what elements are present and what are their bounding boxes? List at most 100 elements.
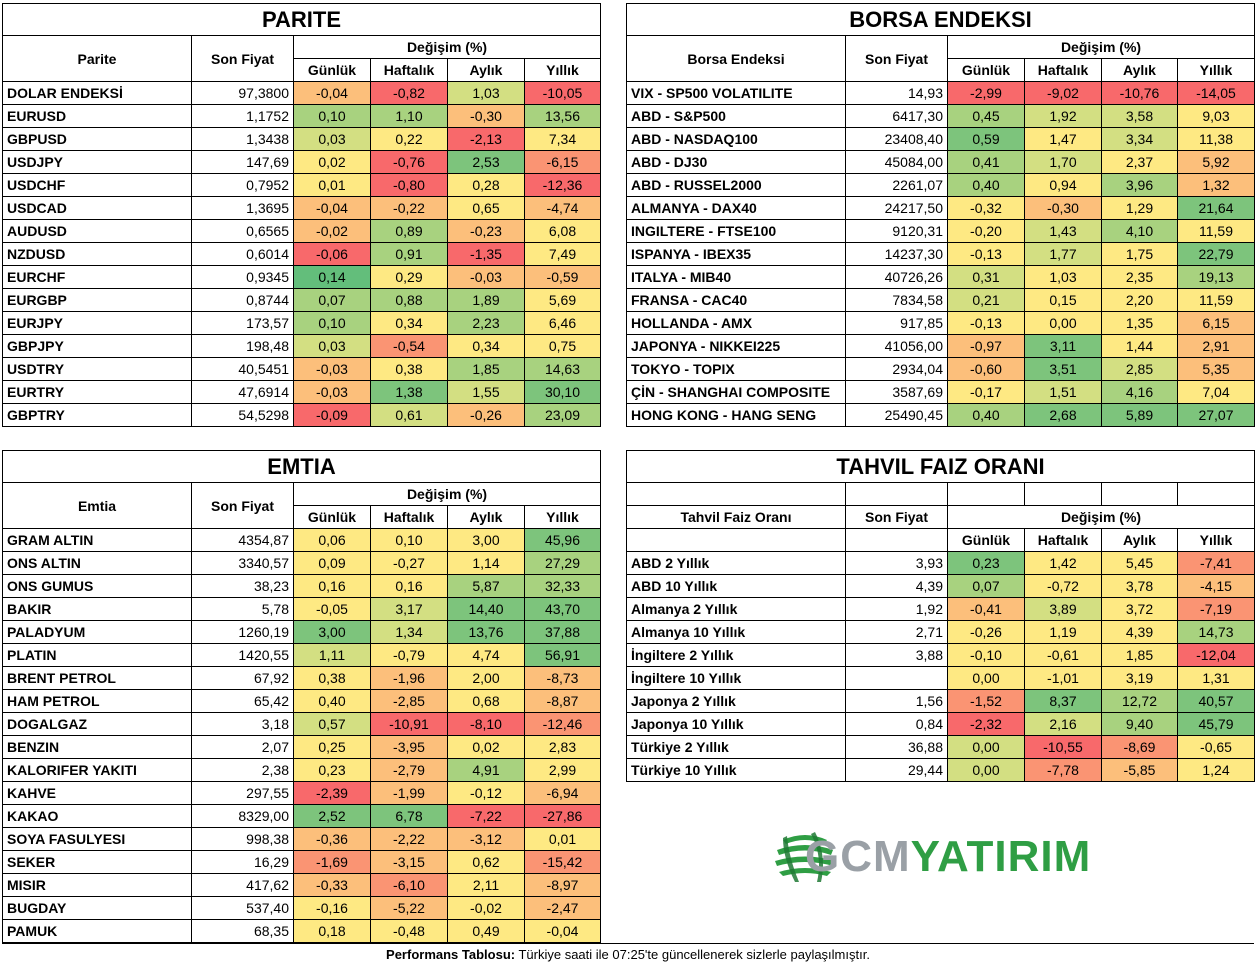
table-row: JAPONYA - NIKKEI225 41056,00 -0,97 3,11 1,44… <box>626 334 1255 358</box>
haftalik-header: Haftalık <box>1024 528 1102 552</box>
daily-change: 0,25 <box>293 735 371 759</box>
yillik-header: Yıllık <box>1177 528 1255 552</box>
weekly-change: -0,30 <box>1024 196 1102 220</box>
last-price: 537,40 <box>191 896 294 920</box>
last-price: 9120,31 <box>845 219 948 243</box>
monthly-change: -0,26 <box>447 403 525 427</box>
daily-change: 0,23 <box>947 551 1025 575</box>
last-price: 1260,19 <box>191 620 294 644</box>
daily-change: -0,20 <box>947 219 1025 243</box>
yearly-change: 45,96 <box>524 528 601 552</box>
instrument-name: GBPJPY <box>2 334 192 358</box>
last-price: 54,5298 <box>191 403 294 427</box>
yearly-change: -15,42 <box>524 850 601 874</box>
yearly-change: -4,74 <box>524 196 601 220</box>
last-price: 2,38 <box>191 758 294 782</box>
last-price: 4,39 <box>845 574 948 598</box>
monthly-change: 3,34 <box>1101 127 1178 151</box>
yearly-change: 21,64 <box>1177 196 1255 220</box>
instrument-name: SOYA FASULYESI <box>2 827 192 851</box>
table-row: ABD - NASDAQ100 23408,40 0,59 1,47 3,34 11,38 <box>626 127 1255 151</box>
monthly-change: 2,35 <box>1101 265 1178 289</box>
instrument-name: INGILTERE - FTSE100 <box>626 219 846 243</box>
last-price: 45084,00 <box>845 150 948 174</box>
weekly-change: -1,01 <box>1024 666 1102 690</box>
instrument-name: USDTRY <box>2 357 192 381</box>
table-row: ONS GUMUS 38,23 0,16 0,16 5,87 32,33 <box>2 574 601 598</box>
last-price: 23408,40 <box>845 127 948 151</box>
daily-change: 0,03 <box>293 127 371 151</box>
weekly-change: -3,15 <box>370 850 448 874</box>
table-row: TOKYO - TOPIX 2934,04 -0,60 3,51 2,85 5,35 <box>626 357 1255 381</box>
last-price: 38,23 <box>191 574 294 598</box>
weekly-change: -5,22 <box>370 896 448 920</box>
table-row: BUGDAY 537,40 -0,16 -5,22 -0,02 -2,47 <box>2 896 601 920</box>
instrument-name: BRENT PETROL <box>2 666 192 690</box>
weekly-change: 1,43 <box>1024 219 1102 243</box>
weekly-change: 0,88 <box>370 288 448 312</box>
yearly-change: -2,47 <box>524 896 601 920</box>
instrument-name: VIX - SP500 VOLATILITE <box>626 81 846 105</box>
instrument-name: EURCHF <box>2 265 192 289</box>
monthly-change: 2,20 <box>1101 288 1178 312</box>
yearly-change: 40,57 <box>1177 689 1255 713</box>
monthly-change: 4,16 <box>1101 380 1178 404</box>
son-fiyat-header: Son Fiyat <box>191 35 294 82</box>
last-price: 2,07 <box>191 735 294 759</box>
weekly-change: -1,99 <box>370 781 448 805</box>
last-price: 1420,55 <box>191 643 294 667</box>
table-row: ONS ALTIN 3340,57 0,09 -0,27 1,14 27,29 <box>2 551 601 575</box>
table-row: ALMANYA - DAX40 24217,50 -0,32 -0,30 1,29 21,… <box>626 196 1255 220</box>
weekly-change: -0,76 <box>370 150 448 174</box>
last-price: 198,48 <box>191 334 294 358</box>
weekly-change: 6,78 <box>370 804 448 828</box>
weekly-change: -2,79 <box>370 758 448 782</box>
instrument-name: İngiltere 10 Yıllık <box>626 666 846 690</box>
monthly-change: 0,62 <box>447 850 525 874</box>
table-row: USDTRY 40,5451 -0,03 0,38 1,85 14,63 <box>2 357 601 381</box>
table-row: DOGALGAZ 3,18 0,57 -10,91 -8,10 -12,46 <box>2 712 601 736</box>
monthly-change: 1,55 <box>447 380 525 404</box>
emtia-table: EMTIA Emtia Son Fiyat Değişim (%) Günlük… <box>2 450 601 943</box>
table-row: MISIR 417,62 -0,33 -6,10 2,11 -8,97 <box>2 873 601 897</box>
monthly-change: 4,74 <box>447 643 525 667</box>
last-price: 6417,30 <box>845 104 948 128</box>
monthly-change: 0,34 <box>447 334 525 358</box>
daily-change: 1,11 <box>293 643 371 667</box>
table-row: EURTRY 47,6914 -0,03 1,38 1,55 30,10 <box>2 380 601 404</box>
table-row: GBPUSD 1,3438 0,03 0,22 -2,13 7,34 <box>2 127 601 151</box>
last-price: 0,6565 <box>191 219 294 243</box>
instrument-name: BUGDAY <box>2 896 192 920</box>
instrument-name: GBPTRY <box>2 403 192 427</box>
yearly-change: 43,70 <box>524 597 601 621</box>
son-fiyat-header: Son Fiyat <box>845 505 948 529</box>
monthly-change: 1,14 <box>447 551 525 575</box>
instrument-name: HAM PETROL <box>2 689 192 713</box>
daily-change: -0,09 <box>293 403 371 427</box>
yearly-change: 22,79 <box>1177 242 1255 266</box>
last-price: 3340,57 <box>191 551 294 575</box>
yearly-change: -6,15 <box>524 150 601 174</box>
yearly-change: 9,03 <box>1177 104 1255 128</box>
logo-yatirim-text: YATIRIM <box>910 832 1092 881</box>
yearly-change: 2,83 <box>524 735 601 759</box>
instrument-name: EURTRY <box>2 380 192 404</box>
table-row: DOLAR ENDEKSİ 97,3800 -0,04 -0,82 1,03 -10,05 <box>2 81 601 105</box>
yillik-header: Yıllık <box>1177 58 1255 82</box>
daily-change: -0,06 <box>293 242 371 266</box>
instrument-name: USDCAD <box>2 196 192 220</box>
monthly-change: 2,00 <box>447 666 525 690</box>
weekly-change: 0,29 <box>370 265 448 289</box>
last-price: 173,57 <box>191 311 294 335</box>
monthly-change: 4,39 <box>1101 620 1178 644</box>
daily-change: 0,38 <box>293 666 371 690</box>
table-row: GRAM ALTIN 4354,87 0,06 0,10 3,00 45,96 <box>2 528 601 552</box>
monthly-change: 3,96 <box>1101 173 1178 197</box>
instrument-name: ÇİN - SHANGHAI COMPOSITE <box>626 380 846 404</box>
instrument-name: DOGALGAZ <box>2 712 192 736</box>
table-row: USDCHF 0,7952 0,01 -0,80 0,28 -12,36 <box>2 173 601 197</box>
monthly-change: 1,35 <box>1101 311 1178 335</box>
yearly-change: -7,41 <box>1177 551 1255 575</box>
parite-table: PARITE Parite Son Fiyat Değişim (%) Günl… <box>2 3 601 427</box>
parite-col-header: Parite <box>2 35 192 82</box>
